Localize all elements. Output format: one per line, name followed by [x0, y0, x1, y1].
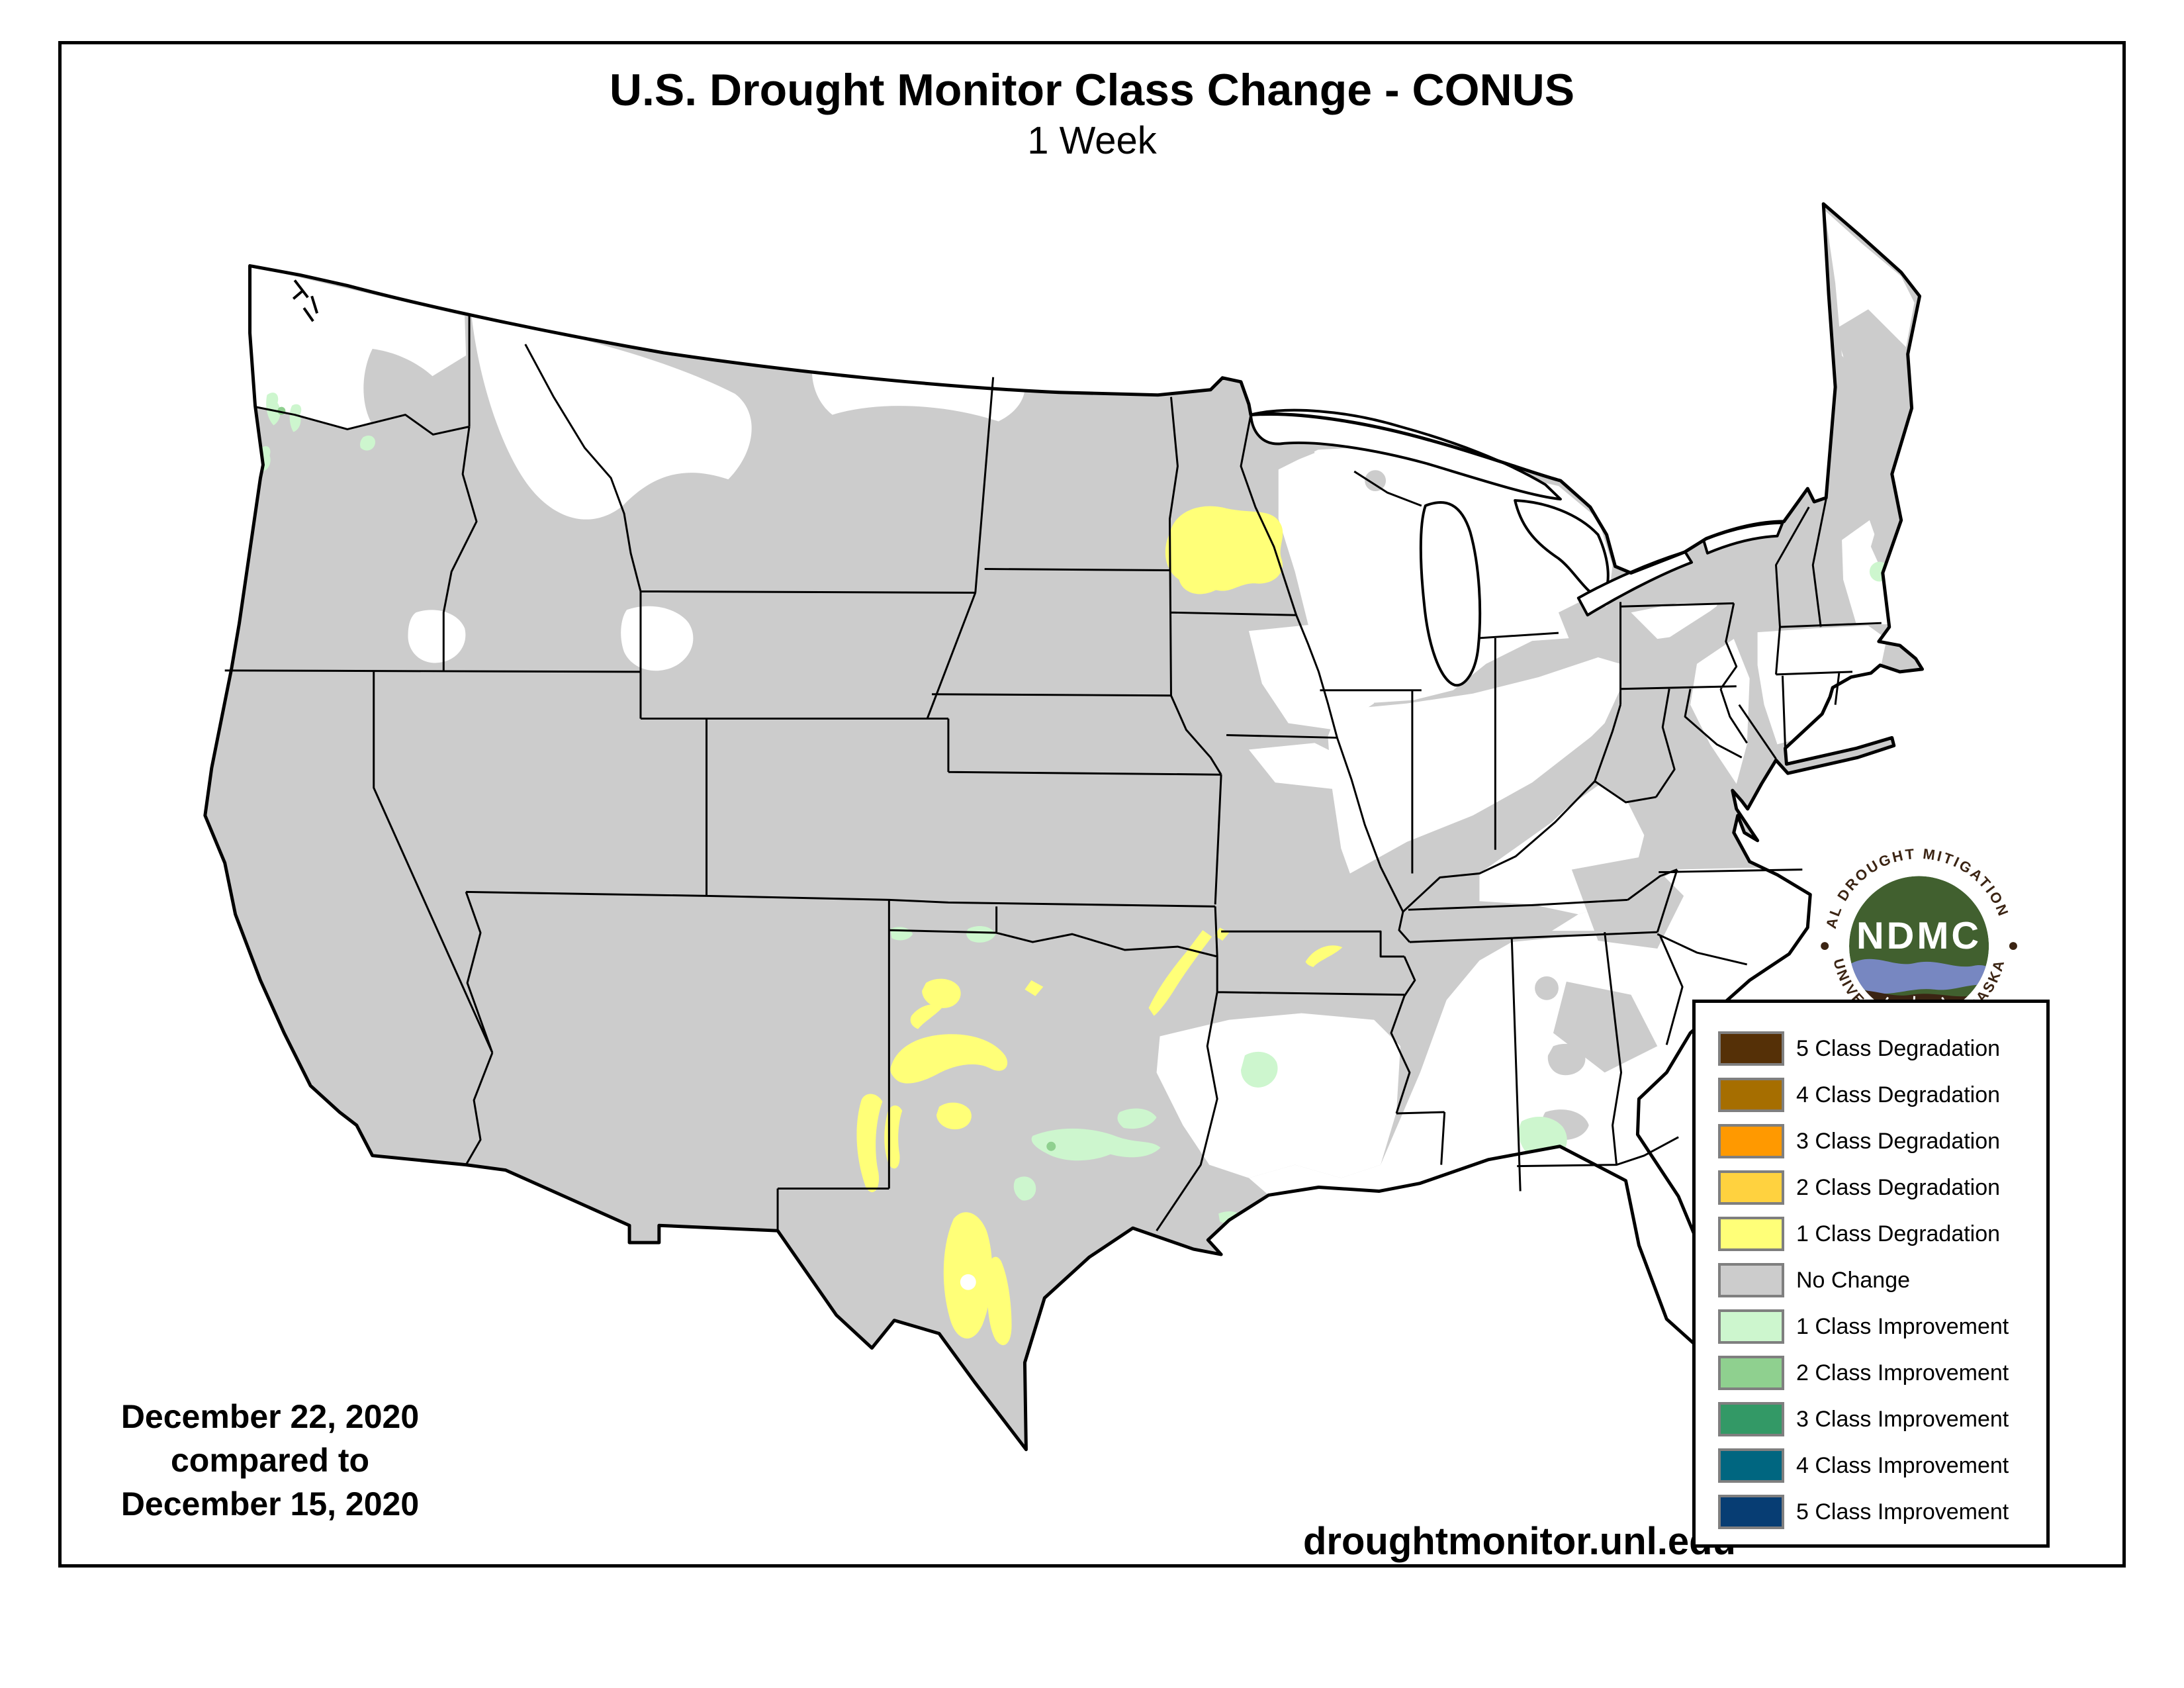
- date-comparison-block: December 22, 2020 compared to December 1…: [68, 1395, 472, 1526]
- legend-swatch-5-class-improvement: [1718, 1495, 1784, 1529]
- class1-degradation-patches: [856, 506, 1343, 1377]
- page-title: U.S. Drought Monitor Class Change - CONU…: [609, 65, 1575, 115]
- legend-row: 5 Class Improvement: [1718, 1489, 2046, 1535]
- legend-label: 5 Class Degradation: [1796, 1035, 2001, 1061]
- legend-row: 5 Class Degradation: [1718, 1025, 2046, 1072]
- legend-row: 3 Class Improvement: [1718, 1396, 2046, 1442]
- legend-swatch-1-class-degradation: [1718, 1217, 1784, 1251]
- legend-swatch-5-class-degradation: [1718, 1031, 1784, 1066]
- state-borders: [224, 314, 1882, 1232]
- legend-row: 1 Class Degradation: [1718, 1211, 2046, 1257]
- ndmc-logo-river-wave: [1849, 959, 1989, 994]
- conus-outline: [203, 202, 1925, 1452]
- puget-sound-detail: [292, 279, 319, 322]
- legend-swatch-no-change: [1718, 1263, 1784, 1297]
- date-current: December 22, 2020: [120, 1398, 420, 1435]
- legend-swatch-1-class-improvement: [1718, 1309, 1784, 1344]
- lake-superior: [1249, 408, 1562, 500]
- date-compared-to: compared to: [170, 1442, 370, 1479]
- legend-label: 4 Class Degradation: [1796, 1082, 2001, 1107]
- legend-box: 5 Class Degradation 4 Class Degradation …: [1692, 1000, 2050, 1548]
- ndmc-logo-acronym: NDMC: [1856, 915, 1981, 957]
- legend-row: 1 Class Improvement: [1718, 1303, 2046, 1350]
- legend-label: 1 Class Degradation: [1796, 1221, 2001, 1246]
- legend-swatch-3-class-degradation: [1718, 1124, 1784, 1158]
- legend-swatch-3-class-improvement: [1718, 1402, 1784, 1436]
- legend-swatch-4-class-improvement: [1718, 1448, 1784, 1483]
- legend-swatch-4-class-degradation: [1718, 1078, 1784, 1112]
- legend-row: 4 Class Degradation: [1718, 1072, 2046, 1118]
- legend-label: 3 Class Degradation: [1796, 1128, 2001, 1154]
- conus-map: NATIONAL DROUGHT MITIGATION CENTER UNIVE…: [62, 44, 2019, 1452]
- map-frame-border: NATIONAL DROUGHT MITIGATION CENTER UNIVE…: [58, 41, 2126, 1568]
- legend-row: 4 Class Improvement: [1718, 1442, 2046, 1489]
- legend-label: 1 Class Improvement: [1796, 1313, 2009, 1339]
- legend-swatch-2-class-improvement: [1718, 1356, 1784, 1390]
- south-texas-white-hole: [960, 1274, 976, 1290]
- legend-row: No Change: [1718, 1257, 2046, 1303]
- legend-swatch-2-class-degradation: [1718, 1170, 1784, 1205]
- legend-label: 4 Class Improvement: [1796, 1452, 2009, 1478]
- date-previous: December 15, 2020: [120, 1485, 420, 1523]
- page-subtitle: 1 Week: [1027, 119, 1157, 162]
- legend-label: No Change: [1796, 1267, 1911, 1293]
- legend-label: 2 Class Improvement: [1796, 1360, 2009, 1385]
- legend-label: 3 Class Improvement: [1796, 1406, 2009, 1432]
- legend-row: 2 Class Degradation: [1718, 1164, 2046, 1211]
- website-url: droughtmonitor.unl.edu: [1302, 1520, 1736, 1563]
- legend-label: 5 Class Improvement: [1796, 1499, 2009, 1524]
- legend-row: 2 Class Improvement: [1718, 1350, 2046, 1396]
- legend-row: 3 Class Degradation: [1718, 1118, 2046, 1164]
- lake-erie: [1576, 550, 1694, 617]
- legend-label: 2 Class Degradation: [1796, 1174, 2001, 1200]
- lake-michigan: [1419, 500, 1482, 687]
